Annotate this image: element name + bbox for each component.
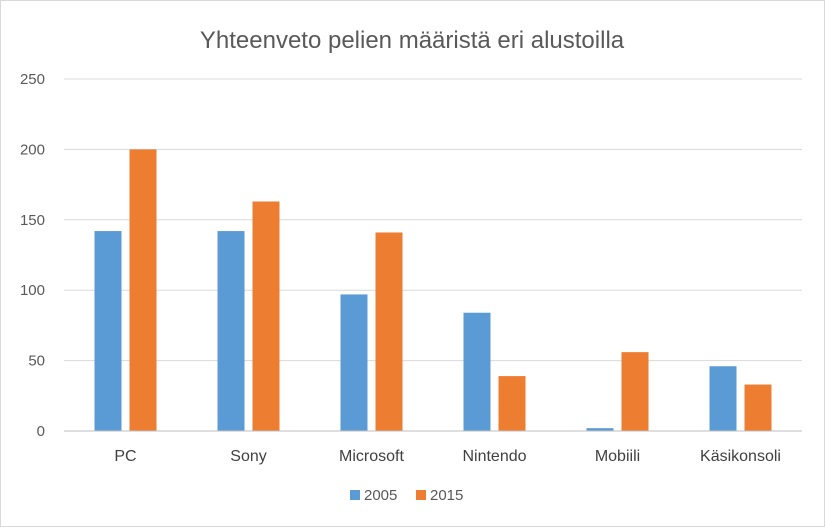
bar-2015-pc [129, 149, 157, 431]
legend: 2005 2015 [350, 487, 463, 504]
x-category-label: Käsikonsoli [700, 448, 781, 465]
bar-2015-käsikonsoli [744, 384, 772, 431]
x-category-label: Mobiili [595, 448, 640, 465]
y-tick-label: 250 [20, 71, 45, 88]
y-tick-label: 50 [28, 353, 45, 370]
chart-title: Yhteenveto pelien määristä eri alustoill… [200, 27, 625, 54]
bar-2015-sony [252, 201, 280, 431]
gridlines [64, 78, 802, 362]
y-axis-ticks: 0 50 100 150 200 250 [20, 71, 45, 440]
bar-2005-käsikonsoli [709, 366, 737, 431]
y-tick-label: 0 [37, 423, 45, 440]
x-axis-categories: PC Sony Microsoft Nintendo Mobiili Käsikonsol… [114, 448, 781, 465]
bar-2005-microsoft [340, 294, 368, 431]
legend-label: 2005 [364, 487, 397, 504]
bars [94, 149, 772, 431]
x-category-label: Nintendo [462, 448, 526, 465]
y-tick-label: 150 [20, 212, 45, 229]
bar-2005-pc [94, 231, 122, 431]
bar-2015-mobiili [621, 352, 649, 431]
bar-2015-nintendo [498, 376, 526, 431]
y-tick-label: 100 [20, 282, 45, 299]
bar-2005-mobiili [586, 428, 614, 431]
bar-2005-nintendo [463, 312, 491, 431]
bar-2005-sony [217, 231, 245, 431]
x-category-label: PC [114, 448, 136, 465]
legend-label: 2015 [430, 487, 463, 504]
x-category-label: Sony [230, 448, 266, 465]
bar-2015-microsoft [375, 232, 403, 431]
x-category-label: Microsoft [339, 448, 404, 465]
legend-swatch-2015 [416, 490, 426, 500]
legend-swatch-2005 [350, 490, 360, 500]
y-tick-label: 200 [20, 141, 45, 158]
